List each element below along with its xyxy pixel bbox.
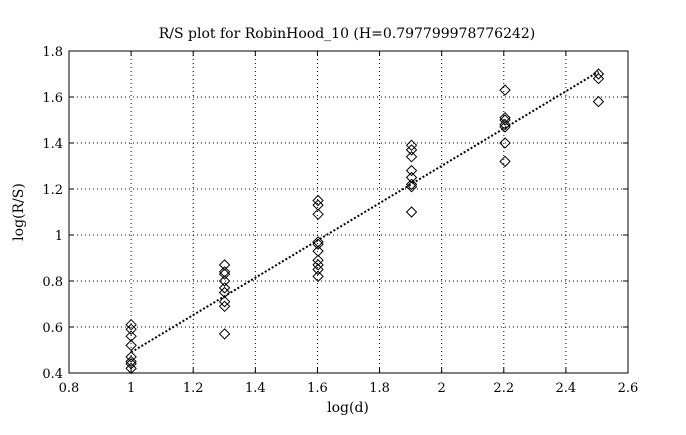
data-point-diamond [312,263,324,276]
data-point-diamond [499,137,511,149]
data-point-diamond [592,68,605,80]
x-tick-label: 1.2 [183,381,204,396]
data-point-diamond [312,238,324,250]
y-tick-label: 1.2 [42,183,63,198]
y-tick-label: 0.6 [42,321,63,336]
data-point-diamond [499,111,511,124]
data-point-diamond [405,139,418,152]
grid [69,51,628,373]
fit-line [130,70,600,354]
data-point-diamond [125,330,137,342]
data-point-diamond [218,275,231,287]
data-point-diamond [312,259,324,271]
y-tick-label: 0.4 [42,367,63,382]
data-point-diamond [499,155,511,168]
data-points [125,68,605,375]
data-point-diamond [405,180,418,193]
x-axis-label: log(d) [327,400,369,416]
data-point-diamond [405,206,418,218]
axis-ticks: 0.8 1 1.2 1.4 1.6 1.8 2 2.2 2.4 2.6 0.4 0.6 0.8 1 1.2 1… [42,45,638,396]
data-point-diamond [499,84,511,96]
data-point-diamond [218,286,231,299]
x-tick-label: 2 [438,381,446,396]
data-point-diamond [125,318,137,331]
data-point-diamond [218,282,231,294]
x-tick-label: 1 [127,381,135,396]
data-point-diamond [312,254,324,267]
data-point-diamond [218,266,231,278]
y-tick-label: 0.8 [42,275,63,290]
y-tick-label: 1.6 [42,91,63,106]
data-point-diamond [499,121,511,133]
x-tick-label: 2.4 [556,381,577,396]
data-point-diamond [405,178,418,191]
data-point-diamond [405,151,418,163]
data-point-diamond [125,351,137,363]
data-point-diamond [312,208,324,221]
data-point-diamond [312,194,324,207]
x-tick-label: 1.4 [245,381,266,396]
data-point-diamond [125,339,137,352]
y-axis-label: log(R/S) [11,183,27,241]
data-point-diamond [405,144,418,156]
data-point-diamond [312,199,324,211]
chart-title: R/S plot for RobinHood_10 (H=0.797799978… [159,26,536,42]
plot-frame [68,50,629,374]
data-point-diamond [312,270,324,283]
data-point-diamond [125,362,137,375]
data-point-diamond [312,245,324,257]
data-point-diamond [592,72,605,85]
data-point-diamond [499,118,511,131]
x-tick-label: 0.8 [59,381,80,396]
data-point-diamond [218,268,231,280]
data-point-diamond [125,355,137,368]
x-tick-label: 2.2 [493,381,514,396]
data-point-diamond [499,114,511,126]
fit-line-group [130,70,600,354]
data-point-diamond [312,236,324,248]
y-tick-label: 1 [55,229,63,244]
y-tick-label: 1.8 [42,45,63,60]
x-tick-label: 2.6 [618,381,639,396]
data-point-diamond [405,164,418,177]
data-point-diamond [218,259,231,271]
data-point-diamond [405,171,418,184]
data-point-diamond [218,328,231,340]
data-point-diamond [592,95,605,108]
x-tick-label: 1.8 [369,381,390,396]
y-tick-label: 1.4 [42,137,63,152]
data-point-diamond [125,323,137,336]
data-point-diamond [218,300,231,313]
data-point-diamond [125,358,137,370]
x-tick-label: 1.6 [307,381,328,396]
data-point-diamond [218,295,231,308]
